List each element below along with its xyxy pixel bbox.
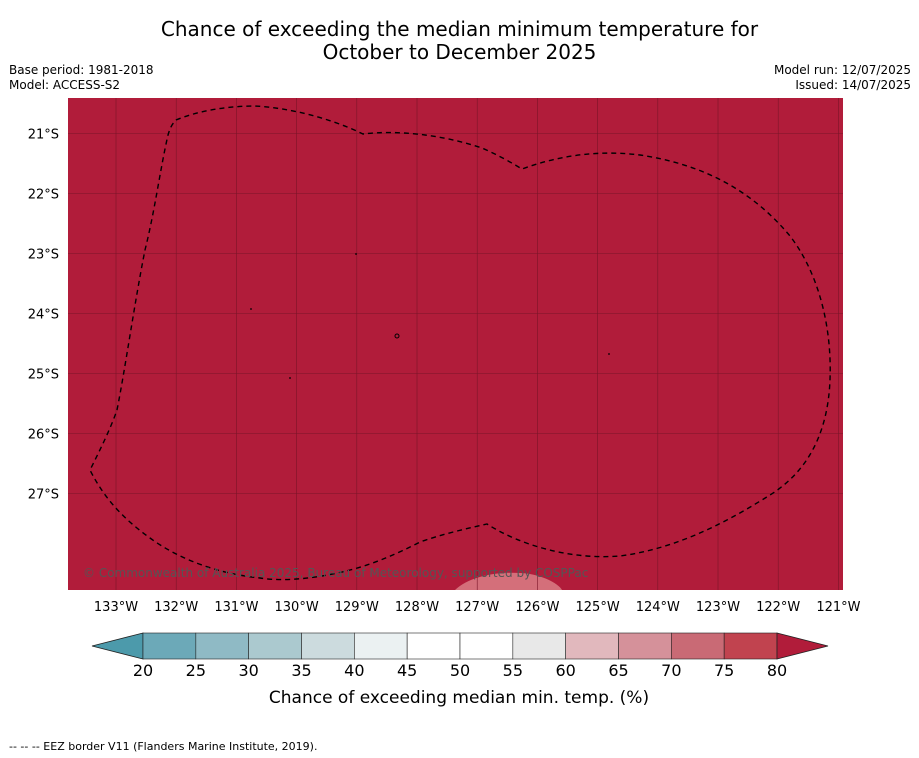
base-period: Base period: 1981-2018 xyxy=(9,63,154,77)
lon-label: 123°W xyxy=(696,600,740,615)
colorbar-tick-label: 60 xyxy=(555,661,575,680)
colorbar-cell xyxy=(142,632,197,660)
island xyxy=(289,377,291,379)
lon-label: 124°W xyxy=(636,600,680,615)
colorbar-tick-label: 65 xyxy=(608,661,628,680)
colorbar-tick-label: 20 xyxy=(133,661,153,680)
colorbar-low-extend xyxy=(91,632,144,660)
forecast-fill xyxy=(68,98,843,590)
colorbar-tick-label: 45 xyxy=(397,661,417,680)
island xyxy=(250,308,252,310)
lat-label: 21°S xyxy=(28,128,59,143)
lon-label: 128°W xyxy=(395,600,439,615)
lon-label: 132°W xyxy=(154,600,198,615)
colorbar-tick-label: 75 xyxy=(714,661,734,680)
eez-border xyxy=(89,105,831,581)
model-name: Model: ACCESS-S2 xyxy=(9,78,121,92)
lon-label: 131°W xyxy=(214,600,258,615)
meta-right: Model run: 12/07/2025 Issued: 14/07/2025 xyxy=(774,63,911,93)
colorbar-cells xyxy=(142,632,778,660)
colorbar-cell xyxy=(565,632,619,660)
footnote: -- -- -- EEZ border V11 (Flanders Marine… xyxy=(9,740,318,753)
colorbar-title: Chance of exceeding median min. temp. (%… xyxy=(269,688,649,708)
graticule xyxy=(68,98,843,590)
lat-label: 22°S xyxy=(28,188,59,203)
colorbar: 20 25 30 35 40 45 50 55 60 65 70 75 80 Chance of exc… xyxy=(91,632,829,708)
title-line-2: October to December 2025 xyxy=(322,40,597,64)
lat-label: 23°S xyxy=(28,248,59,263)
copyright-text: © Commonwealth of Australia 2025, Bureau… xyxy=(83,566,588,580)
meta-left: Base period: 1981-2018 Model: ACCESS-S2 xyxy=(9,63,154,93)
colorbar-cell xyxy=(248,632,302,660)
colorbar-cell xyxy=(512,632,566,660)
lon-label: 121°W xyxy=(816,600,860,615)
lon-label: 122°W xyxy=(756,600,800,615)
colorbar-tick-label: 70 xyxy=(661,661,681,680)
longitude-labels: 133°W 132°W 131°W 130°W 129°W 128°W 127°W 126°W… xyxy=(94,600,861,615)
colorbar-tick-label: 80 xyxy=(767,661,787,680)
colorbar-tick-label: 30 xyxy=(238,661,258,680)
colorbar-high-extend xyxy=(776,632,829,660)
colorbar-cell xyxy=(195,632,249,660)
island xyxy=(394,333,400,339)
lat-label: 24°S xyxy=(28,308,59,323)
lat-label: 26°S xyxy=(28,428,59,443)
colorbar-tick-label: 50 xyxy=(450,661,470,680)
islands xyxy=(250,253,610,379)
map-area: © Commonwealth of Australia 2025, Bureau… xyxy=(68,98,843,590)
lat-label: 25°S xyxy=(28,368,59,383)
colorbar-ticks: 20 25 30 35 40 45 50 55 60 65 70 75 80 xyxy=(133,661,787,680)
colorbar-cell xyxy=(406,632,461,660)
island xyxy=(355,253,357,255)
issued-date: Issued: 14/07/2025 xyxy=(795,78,911,92)
colorbar-tick-label: 55 xyxy=(503,661,523,680)
model-run: Model run: 12/07/2025 xyxy=(773,63,911,77)
colorbar-cell xyxy=(354,632,408,660)
colorbar-cell xyxy=(459,632,514,660)
lon-label: 127°W xyxy=(455,600,499,615)
colorbar-tick-label: 25 xyxy=(186,661,206,680)
island xyxy=(608,353,610,355)
title-line-1: Chance of exceeding the median minimum t… xyxy=(160,17,759,41)
lon-label: 129°W xyxy=(335,600,379,615)
colorbar-tick-label: 40 xyxy=(344,661,364,680)
lower-probability-patch xyxy=(455,572,562,590)
colorbar-cell xyxy=(723,632,778,660)
colorbar-cell xyxy=(301,632,355,660)
lon-label: 130°W xyxy=(275,600,319,615)
latitude-labels: 21°S 22°S 23°S 24°S 25°S 26°S 27°S xyxy=(28,128,59,503)
lon-label: 125°W xyxy=(576,600,620,615)
lon-label: 133°W xyxy=(94,600,138,615)
lat-label: 27°S xyxy=(28,488,59,503)
chart-title: Chance of exceeding the median minimum t… xyxy=(0,18,919,64)
colorbar-cell xyxy=(671,632,725,660)
colorbar-tick-label: 35 xyxy=(291,661,311,680)
colorbar-cell xyxy=(618,632,672,660)
lon-label: 126°W xyxy=(515,600,559,615)
